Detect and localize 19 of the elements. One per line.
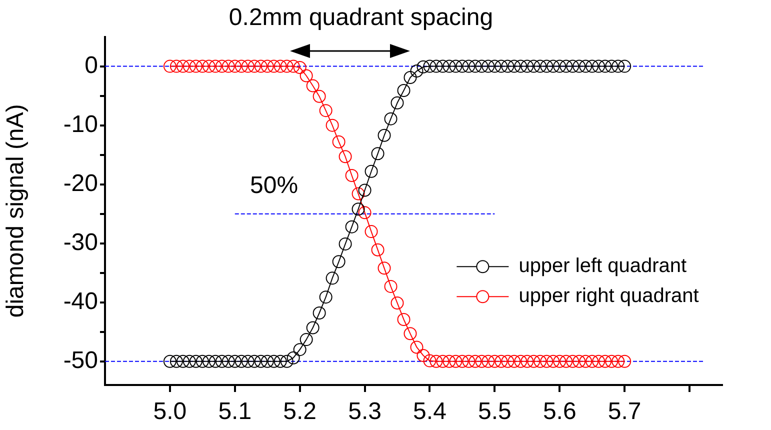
y-axis-title: diamond signal (nA) [2,104,30,318]
x-tick-label: 5.6 [542,398,576,426]
x-tick-label: 5.5 [478,398,512,426]
legend-label: upper right quadrant [518,285,700,308]
x-tick-label: 5.1 [218,398,252,426]
x-tick-label: 5.4 [413,398,446,426]
legend-label: upper left quadrant [518,255,688,278]
y-tick-label: -20 [63,170,98,197]
y-tick-label: -10 [63,110,98,138]
y-tick-label: 0 [84,52,98,79]
chart-title: 0.2mm quadrant spacing [228,4,494,32]
y-tick-label: -50 [63,347,98,374]
annotation: 50% [250,172,298,200]
x-tick-label: 5.3 [348,398,382,426]
x-tick-label: 5.0 [153,398,187,426]
x-tick-label: 5.7 [608,398,642,426]
y-tick-label: -30 [63,228,98,256]
y-tick-label: -40 [63,288,98,315]
x-tick-label: 5.2 [283,398,317,426]
